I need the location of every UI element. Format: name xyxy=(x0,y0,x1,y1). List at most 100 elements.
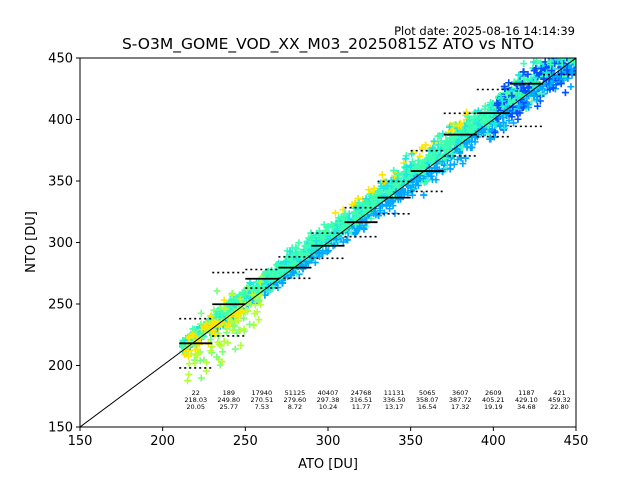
data-point xyxy=(551,59,559,67)
data-point xyxy=(322,227,330,235)
data-point xyxy=(254,282,262,290)
data-point xyxy=(500,82,508,90)
data-point xyxy=(224,320,232,328)
data-point xyxy=(202,367,210,375)
data-point xyxy=(540,75,548,83)
data-point xyxy=(354,211,362,219)
data-point xyxy=(420,191,428,199)
data-point xyxy=(558,45,565,52)
bin-mean-label: 297.38 xyxy=(317,396,340,404)
data-point xyxy=(557,50,564,57)
x-tick-label: 350 xyxy=(398,434,423,449)
data-point xyxy=(519,68,527,76)
data-point xyxy=(572,43,579,50)
data-point xyxy=(554,58,562,64)
data-point xyxy=(327,221,335,229)
x-axis: 150 200 250 300 350 400 450 xyxy=(68,427,588,449)
data-point xyxy=(240,314,248,322)
data-point xyxy=(472,123,480,131)
data-point xyxy=(352,229,360,237)
data-point xyxy=(531,79,539,87)
data-point xyxy=(384,182,392,190)
x-tick-label: 200 xyxy=(150,434,175,449)
data-point xyxy=(557,80,565,88)
data-point xyxy=(289,268,297,276)
data-point xyxy=(279,279,287,287)
data-point xyxy=(548,67,556,75)
data-point xyxy=(220,337,228,345)
data-point xyxy=(572,48,579,55)
data-point xyxy=(497,94,505,102)
data-point xyxy=(570,48,577,55)
data-point xyxy=(236,295,244,303)
data-point xyxy=(458,143,466,151)
data-point xyxy=(203,358,211,366)
x-axis-label: ATO [DU] xyxy=(298,457,358,472)
data-point xyxy=(314,249,322,257)
data-point xyxy=(572,39,579,46)
data-point xyxy=(219,348,227,356)
data-point xyxy=(308,245,316,253)
data-point xyxy=(258,273,266,281)
data-point xyxy=(191,346,199,354)
bin-std-label: 34.68 xyxy=(517,403,536,411)
data-point xyxy=(532,65,540,73)
data-point xyxy=(246,279,254,287)
data-point xyxy=(246,320,254,328)
data-point xyxy=(188,330,196,338)
data-point xyxy=(561,50,568,57)
data-point xyxy=(197,374,205,382)
data-point xyxy=(493,101,501,109)
data-point xyxy=(459,160,467,168)
bin-mean-label: 387.72 xyxy=(449,396,472,404)
data-point xyxy=(240,325,248,333)
bin-std-label: 8.72 xyxy=(288,403,302,411)
data-point xyxy=(399,186,407,194)
data-point xyxy=(368,199,376,207)
data-point xyxy=(485,108,493,116)
data-point xyxy=(520,74,528,82)
bin-count-label: 421 xyxy=(553,389,565,397)
y-tick-label: 150 xyxy=(48,421,73,436)
data-point xyxy=(197,309,205,317)
data-point xyxy=(557,43,564,50)
data-point xyxy=(532,96,540,104)
data-point xyxy=(250,321,258,329)
data-point xyxy=(228,291,236,299)
data-point xyxy=(207,335,215,343)
data-point xyxy=(520,60,528,68)
data-point xyxy=(323,248,331,256)
data-point xyxy=(370,208,378,216)
data-point xyxy=(552,45,559,52)
data-point xyxy=(352,214,360,222)
data-point xyxy=(231,322,239,330)
data-point xyxy=(510,119,518,127)
data-point xyxy=(233,314,241,322)
data-point xyxy=(243,285,251,293)
data-point xyxy=(255,316,263,324)
bin-std-label: 7.53 xyxy=(255,403,269,411)
bin-mean-label: 270.51 xyxy=(250,396,273,404)
data-point xyxy=(563,66,571,74)
data-point xyxy=(282,257,290,265)
data-point xyxy=(360,205,368,213)
data-point xyxy=(255,297,263,305)
data-point xyxy=(416,152,424,160)
bin-std-label: 22.80 xyxy=(550,403,569,411)
data-point xyxy=(221,305,229,313)
data-point xyxy=(377,179,385,187)
data-point xyxy=(191,359,199,367)
data-point xyxy=(534,102,542,110)
data-point xyxy=(496,121,504,129)
data-point xyxy=(410,175,418,183)
data-point xyxy=(367,192,375,200)
data-point xyxy=(334,219,342,227)
bin-std-label: 19.19 xyxy=(484,403,503,411)
data-point xyxy=(473,115,481,123)
data-point xyxy=(448,127,456,135)
data-point xyxy=(453,156,461,164)
data-point xyxy=(218,358,226,366)
data-point xyxy=(273,262,281,270)
x-tick-label: 150 xyxy=(68,434,93,449)
data-point xyxy=(564,43,571,50)
